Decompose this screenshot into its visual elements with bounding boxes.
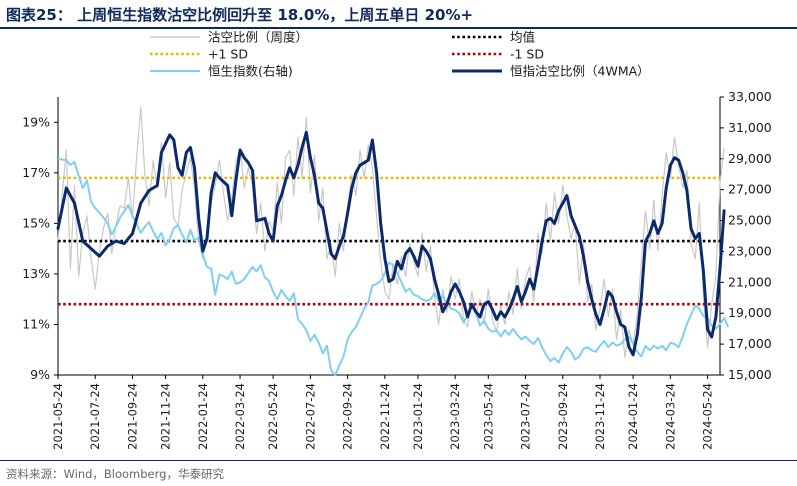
right-tick-label: 29,000 bbox=[728, 151, 772, 166]
x-tick-label: 2024-05-24 bbox=[701, 383, 715, 450]
left-tick-label: 15% bbox=[22, 215, 50, 230]
right-tick-label: 21,000 bbox=[728, 274, 772, 289]
right-tick-label: 15,000 bbox=[728, 367, 772, 382]
left-tick-label: 17% bbox=[22, 165, 50, 180]
right-tick-label: 17,000 bbox=[728, 336, 772, 351]
x-tick-label: 2021-07-24 bbox=[88, 383, 102, 450]
x-tick-label: 2022-09-24 bbox=[341, 383, 355, 450]
right-tick-label: 31,000 bbox=[728, 120, 772, 135]
legend-label-minus-sd: -1 SD bbox=[510, 47, 544, 62]
x-tick-label: 2022-07-24 bbox=[303, 383, 317, 450]
series-layer bbox=[56, 106, 730, 376]
left-tick-label: 11% bbox=[22, 316, 50, 331]
x-tick-label: 2021-09-24 bbox=[125, 383, 139, 450]
x-tick-label: 2023-07-24 bbox=[519, 383, 533, 450]
title-divider bbox=[0, 27, 797, 29]
x-tick-label: 2022-01-24 bbox=[196, 383, 210, 450]
x-tick-label: 2023-09-24 bbox=[556, 383, 570, 450]
left-tick-label: 19% bbox=[22, 114, 50, 129]
right-tick-label: 33,000 bbox=[728, 89, 772, 104]
legend-label-index: 恒生指数(右轴) bbox=[208, 64, 293, 79]
x-tick-label: 2021-11-24 bbox=[159, 383, 173, 450]
right-tick-label: 23,000 bbox=[728, 243, 772, 258]
left-tick-label: 9% bbox=[30, 367, 50, 382]
series-daily-line bbox=[57, 106, 725, 358]
x-tick-label: 2024-03-24 bbox=[663, 383, 677, 450]
right-tick-label: 25,000 bbox=[728, 213, 772, 228]
x-tick-label: 2022-05-24 bbox=[266, 383, 280, 450]
series-ma4-line bbox=[56, 130, 726, 357]
right-tick-label: 27,000 bbox=[728, 182, 772, 197]
left-tick-label: 13% bbox=[22, 266, 50, 281]
chart-title: 图表25： 上周恒生指数沽空比例回升至 18.0%，上周五单日 20%+ bbox=[6, 6, 474, 24]
x-tick-label: 2022-11-24 bbox=[378, 383, 392, 450]
x-tick-label: 2023-11-24 bbox=[593, 383, 607, 450]
legend: 沽空比例（周度） 均值 +1 SD -1 SD 恒生指数(右轴) 恒指沽空比例（4WMA） bbox=[150, 30, 650, 79]
legend-label-daily: 沽空比例（周度） bbox=[208, 30, 308, 45]
legend-label-mean: 均值 bbox=[510, 30, 535, 45]
tick-labels: 9% 11% 13% 15% 17% 19% 15,000 17,000 19,000 21,00… bbox=[22, 89, 772, 450]
x-tick-label: 2023-03-24 bbox=[448, 383, 462, 450]
legend-label-plus-sd: +1 SD bbox=[208, 47, 248, 62]
source-note: 资料来源：Wind，Bloomberg，华泰研究 bbox=[6, 467, 224, 481]
legend-label-ma4: 恒指沽空比例（4WMA） bbox=[510, 64, 650, 79]
x-tick-label: 2024-01-24 bbox=[626, 383, 640, 450]
x-tick-label: 2021-05-24 bbox=[51, 383, 65, 450]
x-tick-label: 2023-05-24 bbox=[481, 383, 495, 450]
right-tick-label: 19,000 bbox=[728, 305, 772, 320]
x-tick-label: 2023-01-24 bbox=[411, 383, 425, 450]
footer-divider bbox=[0, 460, 797, 461]
x-tick-label: 2022-03-24 bbox=[233, 383, 247, 450]
